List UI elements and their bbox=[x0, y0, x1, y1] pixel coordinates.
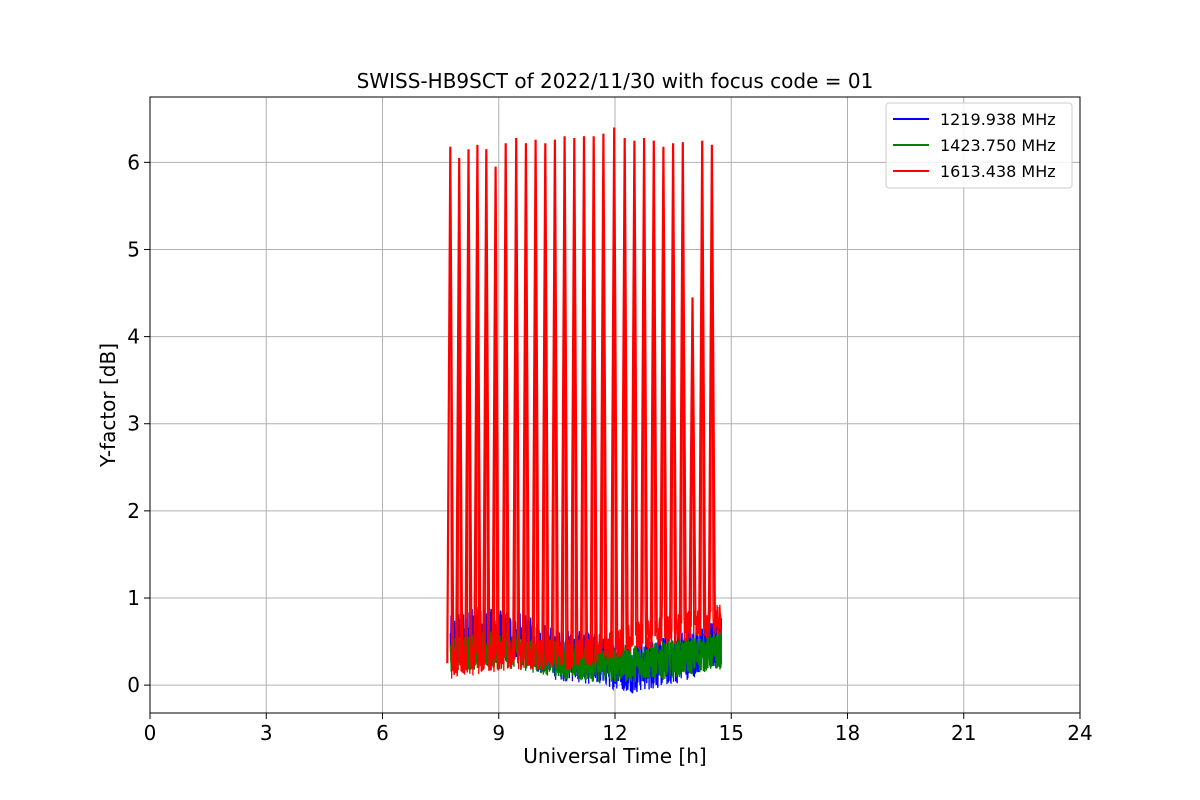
y-tick-label: 1 bbox=[127, 586, 140, 610]
spike-mark-26 bbox=[698, 140, 707, 624]
spike-mark-19 bbox=[630, 140, 639, 638]
y-tick-label: 6 bbox=[127, 150, 140, 174]
spike-mark-6 bbox=[501, 143, 510, 657]
chart-title: SWISS-HB9SCT of 2022/11/30 with focus co… bbox=[357, 69, 874, 93]
spike-mark-21 bbox=[649, 140, 658, 633]
spike-mark-22 bbox=[659, 146, 668, 631]
spike-mark-15 bbox=[589, 136, 598, 651]
spike-mark-7 bbox=[512, 137, 521, 655]
y-tick-label: 0 bbox=[127, 673, 140, 697]
y-axis-label: Y-factor [dB] bbox=[96, 343, 120, 468]
y-tick-label: 2 bbox=[127, 499, 140, 523]
spike-mark-24 bbox=[678, 142, 687, 627]
y-axis: 0 1 2 3 4 5 6 bbox=[127, 150, 150, 697]
series-layer bbox=[446, 127, 723, 694]
spike-mark-11 bbox=[550, 139, 559, 655]
x-tick-label: 15 bbox=[719, 721, 744, 745]
legend: 1219.938 MHz 1423.750 MHz 1613.438 MHz bbox=[885, 102, 1073, 189]
y-tick-label: 3 bbox=[127, 412, 140, 436]
spike-mark-12 bbox=[560, 136, 569, 654]
spike-mark-5 bbox=[491, 166, 500, 658]
spike-mark-23 bbox=[669, 143, 678, 629]
x-tick-label: 6 bbox=[376, 721, 389, 745]
x-tick-label: 0 bbox=[144, 721, 157, 745]
y-tick-label: 5 bbox=[127, 237, 140, 261]
series-line bbox=[449, 631, 723, 683]
spike-mark-0 bbox=[446, 146, 455, 664]
spike-mark-25 bbox=[688, 297, 697, 626]
spike-mark-9 bbox=[531, 139, 540, 655]
spike-mark-13 bbox=[570, 137, 579, 653]
spike-mark-3 bbox=[473, 144, 482, 660]
spike-mark-18 bbox=[620, 137, 629, 641]
legend-label: 1219.938 MHz bbox=[940, 110, 1056, 129]
x-axis: 0 3 6 9 12 15 18 21 24 bbox=[144, 713, 1093, 745]
legend-label: 1423.750 MHz bbox=[940, 136, 1056, 155]
x-tick-label: 24 bbox=[1067, 721, 1092, 745]
x-tick-label: 12 bbox=[602, 721, 627, 745]
x-tick-label: 18 bbox=[835, 721, 860, 745]
spike-mark-20 bbox=[640, 137, 649, 636]
spike-mark-16 bbox=[599, 133, 608, 648]
spike-mark-10 bbox=[541, 143, 550, 655]
x-tick-label: 3 bbox=[260, 721, 273, 745]
x-tick-label: 9 bbox=[492, 721, 505, 745]
spike-mark-27 bbox=[707, 144, 716, 622]
series-2 bbox=[446, 127, 723, 679]
spike-mark-8 bbox=[521, 143, 530, 655]
spike-mark-1 bbox=[455, 157, 464, 663]
spike-mark-17 bbox=[610, 127, 619, 645]
spike-mark-14 bbox=[579, 136, 589, 652]
spike-mark-2 bbox=[464, 149, 473, 661]
series-1 bbox=[449, 631, 723, 683]
y-tick-label: 4 bbox=[127, 325, 140, 349]
x-axis-label: Universal Time [h] bbox=[523, 744, 706, 768]
legend-box bbox=[885, 102, 1073, 189]
x-tick-label: 21 bbox=[951, 721, 976, 745]
legend-label: 1613.438 MHz bbox=[940, 162, 1056, 181]
spike-mark-4 bbox=[482, 149, 491, 659]
